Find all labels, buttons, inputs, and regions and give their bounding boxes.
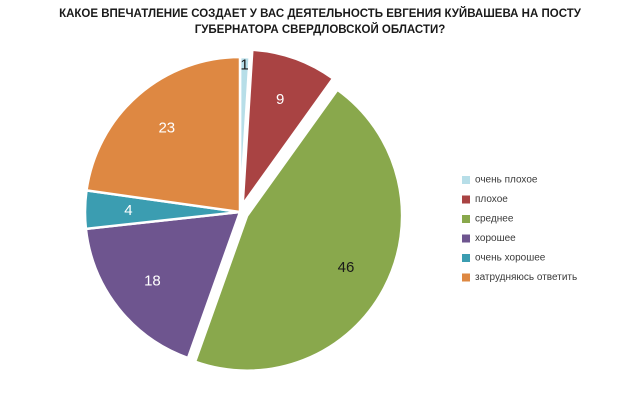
legend-label-хорошее: хорошее xyxy=(475,233,516,244)
chart-title: КАКОЕ ВПЕЧАТЛЕНИЕ СОЗДАЕТ У ВАС ДЕЯТЕЛЬН… xyxy=(59,8,581,36)
pie-slice-среднее xyxy=(193,88,404,372)
legend-swatch-плохое xyxy=(462,195,470,204)
data-label-среднее: 46 xyxy=(338,259,355,276)
legend-swatch-затрудняюсь-ответить xyxy=(462,273,470,282)
data-label-плохое: 9 xyxy=(276,91,284,108)
pie-slice-плохое xyxy=(241,48,335,209)
data-label-хорошее: 18 xyxy=(144,273,161,290)
pie-slices xyxy=(83,48,404,372)
legend-swatch-хорошее xyxy=(462,234,470,243)
legend-swatch-очень-плохое xyxy=(462,176,470,184)
legend-swatch-очень-хорошее xyxy=(462,254,470,262)
legend-label-очень-плохое: очень плохое xyxy=(475,175,538,186)
pie-slice-затрудняюсь-ответить xyxy=(85,55,242,214)
chart-legend: очень плохое плохое среднее хорошее очень хо… xyxy=(462,175,577,283)
legend-label-среднее: среднее xyxy=(475,214,514,225)
legend-label-очень-хорошее: очень хорошее xyxy=(475,253,546,264)
data-label-очень-хорошее: 4 xyxy=(124,202,132,219)
data-label-очень-плохое: 1 xyxy=(240,57,248,74)
pie-data-labels: 1 9 46 18 4 23 xyxy=(124,57,354,290)
pie-slice-хорошее xyxy=(84,210,242,360)
legend-label-плохое: плохое xyxy=(475,194,508,205)
data-label-затрудняюсь-ответить: 23 xyxy=(158,119,175,136)
legend-label-затрудняюсь-ответить: затрудняюсь ответить xyxy=(475,272,577,283)
legend-swatch-среднее xyxy=(462,215,470,223)
